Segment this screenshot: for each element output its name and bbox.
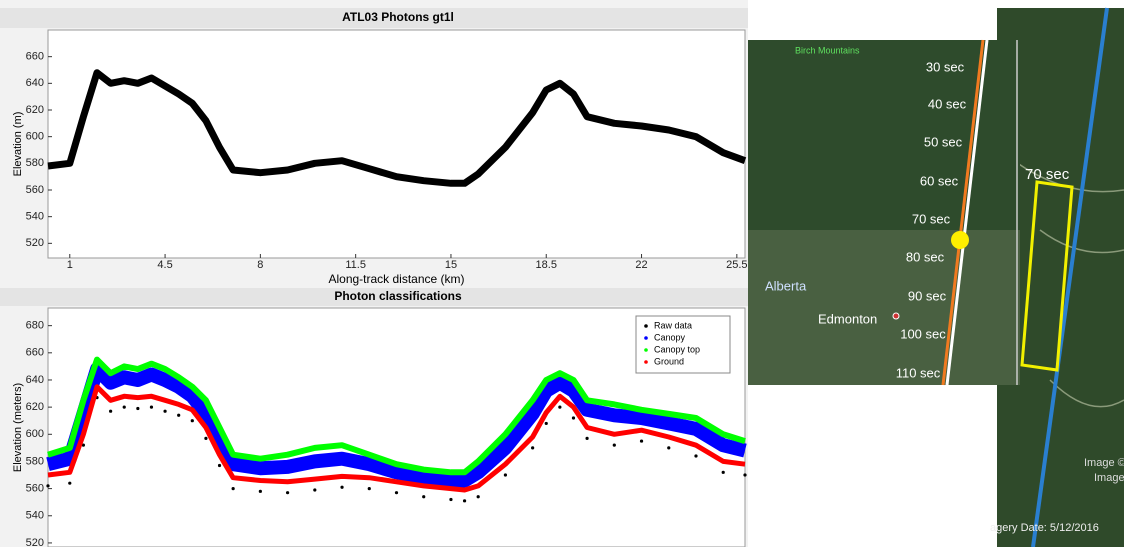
legend-marker xyxy=(644,360,648,364)
photon xyxy=(545,422,548,425)
photon xyxy=(177,414,180,417)
time-label: 40 sec xyxy=(928,96,967,111)
photon xyxy=(218,464,221,467)
y-tick-label: 620 xyxy=(26,401,44,413)
y-tick-label: 560 xyxy=(26,483,44,495)
legend-marker xyxy=(644,324,648,328)
photon xyxy=(163,410,166,413)
photon xyxy=(640,439,643,442)
screenshot: 70 sec Image © Image © agery Date: 5/12/… xyxy=(0,0,1124,547)
y-axis-label: Elevation (meters) xyxy=(12,383,24,472)
x-tick-label: 22 xyxy=(635,259,647,271)
photon xyxy=(743,473,746,476)
legend-label: Raw data xyxy=(654,320,692,330)
time-label: 70 sec xyxy=(912,211,951,226)
y-tick-label: 540 xyxy=(26,510,44,522)
photon xyxy=(422,495,425,498)
time-label: 30 sec xyxy=(926,59,965,74)
credit: agery Date: 5/12/2016 xyxy=(990,522,1099,534)
y-tick-label: 620 xyxy=(26,104,44,116)
photon xyxy=(368,487,371,490)
photon xyxy=(204,437,207,440)
map-label: 70 sec xyxy=(1025,166,1070,183)
time-label: 90 sec xyxy=(908,288,947,303)
time-label: 80 sec xyxy=(906,249,945,264)
y-tick-label: 580 xyxy=(26,455,44,467)
y-tick-label: 640 xyxy=(26,77,44,89)
x-tick-label: 1 xyxy=(67,259,73,271)
farmland xyxy=(748,230,1020,385)
time-label: 60 sec xyxy=(920,173,959,188)
y-tick-label: 660 xyxy=(26,347,44,359)
photon xyxy=(558,406,561,409)
x-tick-label: 18.5 xyxy=(536,259,557,271)
photon xyxy=(694,454,697,457)
x-axis-label: Along-track distance (km) xyxy=(328,272,464,286)
y-tick-label: 520 xyxy=(26,537,44,547)
photon xyxy=(150,406,153,409)
photon xyxy=(136,407,139,410)
legend-label: Canopy xyxy=(654,332,686,342)
photon xyxy=(504,473,507,476)
photon xyxy=(123,406,126,409)
photon xyxy=(286,491,289,494)
y-tick-label: 600 xyxy=(26,428,44,440)
plot-area xyxy=(48,30,745,258)
map-label: Alberta xyxy=(765,278,807,293)
map1: Birch Mountains Alberta Edmonton 30 sec 4… xyxy=(748,40,1020,385)
x-tick-label: 11.5 xyxy=(345,259,366,271)
photon xyxy=(68,482,71,485)
photon xyxy=(667,446,670,449)
city-dot xyxy=(893,313,899,319)
y-axis-label: Elevation (m) xyxy=(12,112,24,177)
legend-marker xyxy=(644,336,648,340)
y-tick-label: 580 xyxy=(26,157,44,169)
photon xyxy=(449,498,452,501)
map-label: Birch Mountains xyxy=(795,45,860,55)
credit: Image © xyxy=(1094,472,1124,484)
position xyxy=(951,231,969,249)
legend-label: Canopy top xyxy=(654,344,700,354)
photon xyxy=(232,487,235,490)
photon xyxy=(109,410,112,413)
x-tick-label: 8 xyxy=(257,259,263,271)
photon xyxy=(585,437,588,440)
photon xyxy=(722,471,725,474)
y-tick-label: 540 xyxy=(26,211,44,223)
map-label: Edmonton xyxy=(818,311,877,326)
photon xyxy=(313,488,316,491)
time-label: 100 sec xyxy=(900,326,946,341)
chart-title: Photon classifications xyxy=(334,289,462,303)
photon xyxy=(395,491,398,494)
photon xyxy=(463,499,466,502)
x-tick-label: 25.5 xyxy=(726,259,747,271)
y-tick-label: 600 xyxy=(26,131,44,143)
x-tick-label: 15 xyxy=(445,259,457,271)
x-tick-label: 4.5 xyxy=(157,259,172,271)
photon xyxy=(191,419,194,422)
credit: Image © xyxy=(1084,457,1124,469)
photon xyxy=(572,416,575,419)
y-tick-label: 520 xyxy=(26,237,44,249)
y-tick-label: 560 xyxy=(26,184,44,196)
photon xyxy=(46,484,49,487)
photon xyxy=(477,495,480,498)
time-label: 110 sec xyxy=(896,365,941,380)
chart-title: ATL03 Photons gt1l xyxy=(342,10,454,24)
time-label: 50 sec xyxy=(924,134,963,149)
y-tick-label: 640 xyxy=(26,374,44,386)
y-tick-label: 680 xyxy=(26,320,44,332)
photon xyxy=(259,490,262,493)
photon xyxy=(613,444,616,447)
legend-marker xyxy=(644,348,648,352)
photon xyxy=(531,446,534,449)
legend-label: Ground xyxy=(654,356,684,366)
y-tick-label: 660 xyxy=(26,51,44,63)
photon xyxy=(340,486,343,489)
